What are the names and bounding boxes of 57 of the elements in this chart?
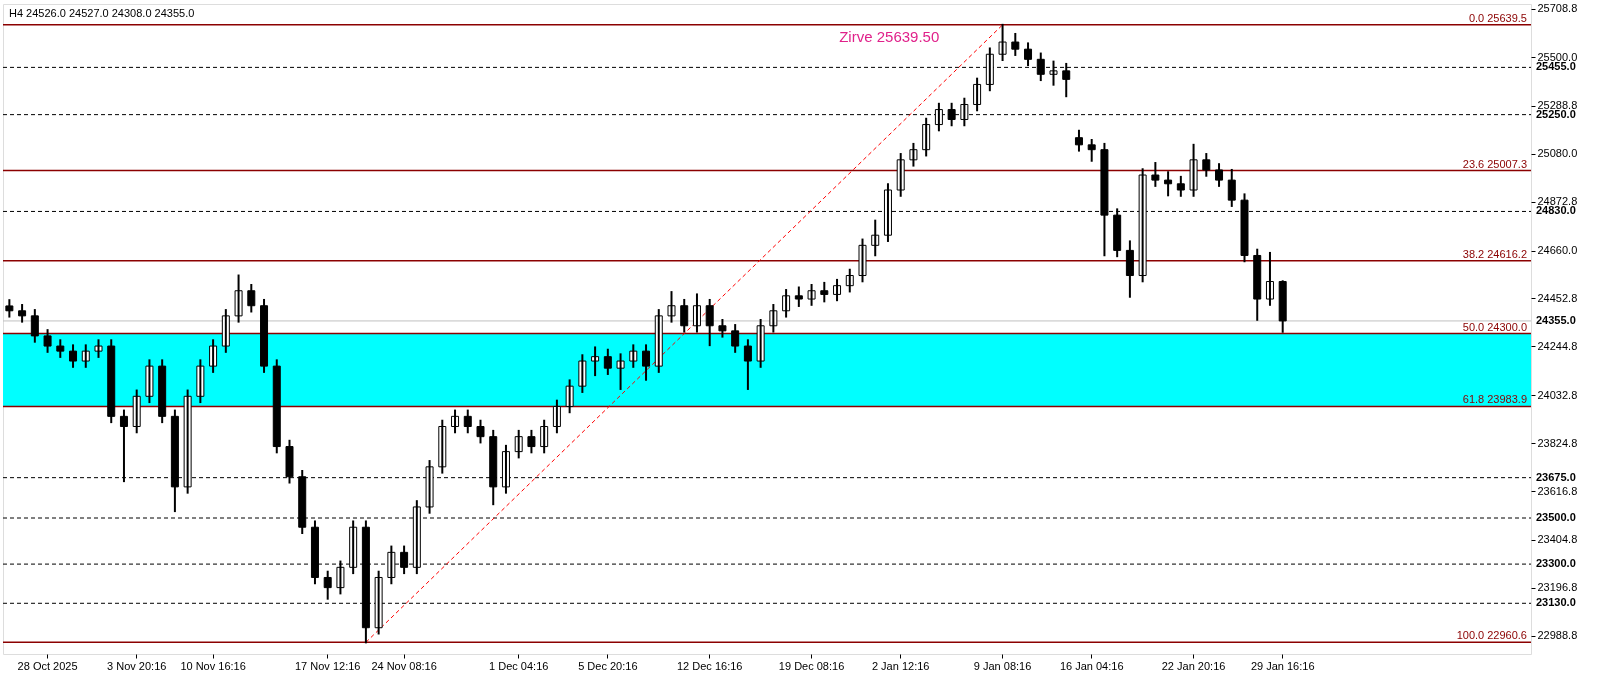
ref-line-label: 25455.0 xyxy=(1536,60,1576,73)
candlestick xyxy=(234,274,243,323)
y-tick-label: 24244.8 xyxy=(1537,339,1578,352)
x-tick-label: 5 Dec 20:16 xyxy=(578,659,638,672)
annotation: Zirve 25639.50 xyxy=(839,28,940,45)
y-tick-label: 25288.8 xyxy=(1537,99,1578,112)
x-tick-label: 9 Jan 08:16 xyxy=(973,659,1032,672)
y-tick-label: 25080.0 xyxy=(1537,147,1578,160)
candlestick xyxy=(578,354,587,393)
x-tick-label: 19 Dec 08:16 xyxy=(778,659,845,672)
y-tick-label: 23824.8 xyxy=(1537,436,1578,449)
candlestick xyxy=(667,291,676,323)
y-tick-label: 23616.8 xyxy=(1537,484,1578,497)
ref-line-label: 61.8 23983.9 xyxy=(1462,393,1527,406)
y-tick-label: 23196.8 xyxy=(1537,581,1578,594)
x-tick-label: 12 Dec 16:16 xyxy=(676,659,743,672)
ref-line-label: 0.0 25639.5 xyxy=(1468,11,1527,24)
ref-line-label: 23675.0 xyxy=(1536,470,1576,483)
x-tick-label: 10 Nov 16:16 xyxy=(180,659,246,672)
ref-line-label: 23130.0 xyxy=(1536,596,1576,609)
x-tick-label: 17 Nov 12:16 xyxy=(294,659,361,672)
y-tick-label: 24032.8 xyxy=(1537,388,1578,401)
x-tick-label: 28 Oct 2025 xyxy=(17,659,78,672)
candlestick xyxy=(998,23,1007,62)
candlestick xyxy=(94,339,103,358)
x-tick-label: 24 Nov 08:16 xyxy=(371,659,437,672)
x-tick-label: 16 Jan 04:16 xyxy=(1059,659,1124,672)
candlestick xyxy=(43,329,52,353)
y-tick-label: 25708.8 xyxy=(1537,2,1578,15)
ref-line-label: 24355.0 xyxy=(1536,313,1576,326)
x-tick-label: 1 Dec 04:16 xyxy=(489,659,549,672)
candlestick xyxy=(1151,162,1160,187)
x-tick-label: 2 Jan 12:16 xyxy=(871,659,930,672)
candlestick xyxy=(5,299,14,318)
ref-line-label: 23300.0 xyxy=(1536,557,1576,570)
candlestick xyxy=(1189,143,1198,197)
candlestick xyxy=(145,359,154,404)
x-tick-label: 3 Nov 20:16 xyxy=(107,659,167,672)
y-tick-label: 25500.0 xyxy=(1537,50,1578,63)
x-tick-label: 29 Jan 16:16 xyxy=(1250,659,1315,672)
candlestick xyxy=(616,353,625,390)
ref-line-label: 23500.0 xyxy=(1536,511,1576,524)
chart-title: H4 24526.0 24527.0 24308.0 24355.0 xyxy=(9,7,195,19)
y-tick-label: 23404.8 xyxy=(1537,533,1578,546)
candlestick xyxy=(807,283,816,306)
candlestick xyxy=(527,429,536,454)
y-tick-label: 22988.8 xyxy=(1537,629,1578,642)
ref-line-label: 38.2 24616.2 xyxy=(1462,247,1527,260)
x-tick-label: 22 Jan 20:16 xyxy=(1161,659,1226,672)
candlestick xyxy=(196,359,205,404)
ref-line-label: 50.0 24300.0 xyxy=(1462,320,1527,333)
y-tick-label: 24452.8 xyxy=(1537,291,1578,304)
candlestick xyxy=(756,319,765,368)
ref-line-label: 23.6 25007.3 xyxy=(1462,157,1527,170)
y-tick-label: 24660.0 xyxy=(1537,244,1578,257)
ref-line-label: 100.0 22960.6 xyxy=(1456,629,1527,642)
candlestick xyxy=(794,286,803,307)
